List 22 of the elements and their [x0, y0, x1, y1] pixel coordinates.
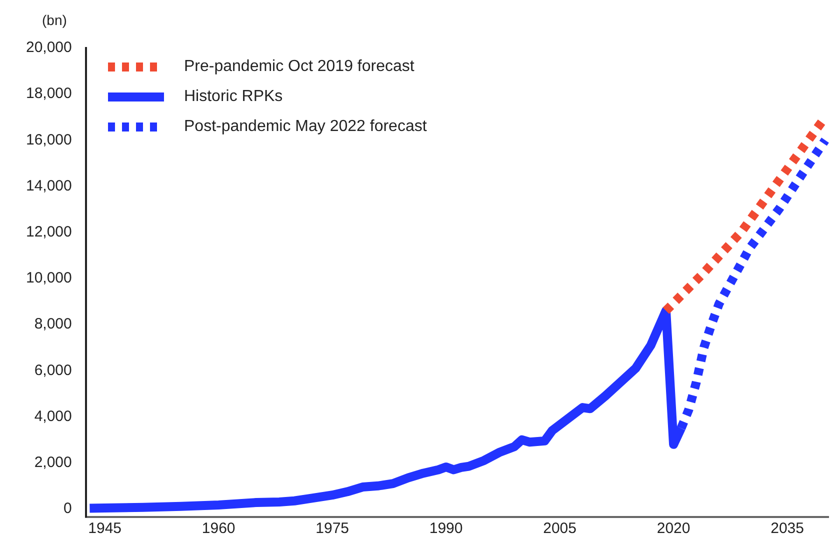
- y-tick-label: 0: [64, 500, 72, 518]
- y-tick-label: 8,000: [34, 316, 72, 333]
- y-tick-label: 20,000: [26, 39, 72, 56]
- x-tick-label: 1960: [202, 520, 236, 538]
- legend-label: Pre-pandemic Oct 2019 forecast: [184, 58, 414, 76]
- x-tick-label: 1945: [88, 520, 122, 538]
- x-tick-label: 1990: [429, 520, 463, 538]
- y-tick-label: 6,000: [34, 362, 72, 379]
- y-tick-label: 4,000: [34, 408, 72, 425]
- x-tick-label: 1975: [316, 520, 350, 538]
- y-tick-label: 12,000: [26, 224, 72, 241]
- legend-label: Historic RPKs: [184, 88, 283, 106]
- y-tick-label: 16,000: [26, 131, 72, 148]
- y-tick-label: 18,000: [26, 85, 72, 102]
- y-axis-title: (bn): [42, 12, 67, 28]
- x-tick-label: 2020: [656, 520, 690, 538]
- y-tick-label: 10,000: [26, 270, 72, 287]
- x-tick-label: 2035: [770, 520, 804, 538]
- x-tick-label: 2005: [543, 520, 576, 538]
- legend-label: Post-pandemic May 2022 forecast: [184, 118, 427, 136]
- y-tick-label: 2,000: [34, 454, 72, 471]
- y-tick-label: 14,000: [26, 177, 72, 194]
